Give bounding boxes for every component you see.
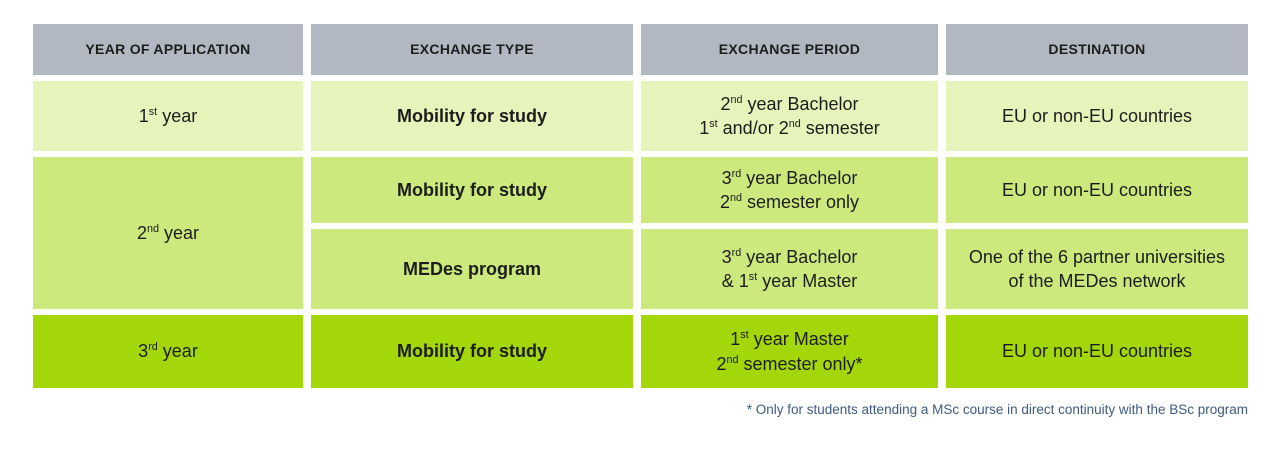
cell-row1-exchange-period: 2nd year Bachelor 1st and/or 2nd semester [641, 81, 938, 151]
column-header-exchange-period: EXCHANGE PERIOD [641, 24, 938, 75]
cell-row3-exchange-period: 1st year Master 2nd semester only* [641, 315, 938, 388]
column-header-destination: DESTINATION [946, 24, 1248, 75]
cell-row1-exchange-type: Mobility for study [311, 81, 633, 151]
cell-row2b-destination: One of the 6 partner universities of the … [946, 229, 1248, 309]
cell-row2b-exchange-type: MEDes program [311, 229, 633, 309]
table-footnote: * Only for students attending a MSc cour… [746, 402, 1248, 417]
cell-row1-year: 1st year [33, 81, 303, 151]
column-header-exchange-type: EXCHANGE TYPE [311, 24, 633, 75]
cell-row2b-exchange-period: 3rd year Bachelor & 1st year Master [641, 229, 938, 309]
cell-row3-year: 3rd year [33, 315, 303, 388]
cell-row2a-destination: EU or non-EU countries [946, 157, 1248, 223]
cell-row1-destination: EU or non-EU countries [946, 81, 1248, 151]
cell-row3-exchange-type: Mobility for study [311, 315, 633, 388]
cell-row2-year-merged: 2nd year [33, 157, 303, 309]
column-header-year-of-application: YEAR OF APPLICATION [33, 24, 303, 75]
cell-row2a-exchange-period: 3rd year Bachelor 2nd semester only [641, 157, 938, 223]
cell-row3-destination: EU or non-EU countries [946, 315, 1248, 388]
cell-row2a-exchange-type: Mobility for study [311, 157, 633, 223]
exchange-program-table: YEAR OF APPLICATION EXCHANGE TYPE EXCHAN… [33, 24, 1248, 388]
